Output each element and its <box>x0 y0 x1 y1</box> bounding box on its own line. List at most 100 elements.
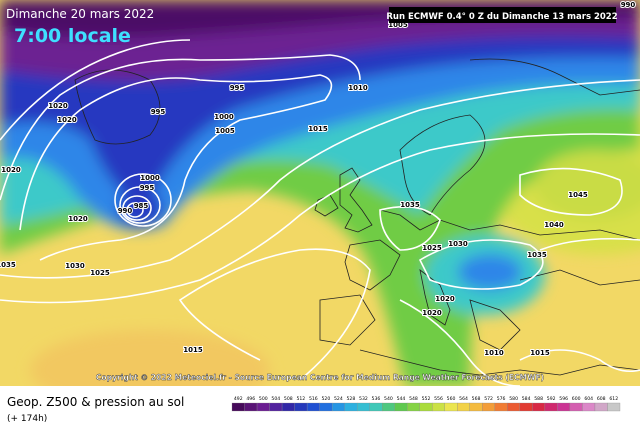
legend-swatch <box>507 402 521 412</box>
field: 990 1005 1020 1020 995 995 1010 1000 1005 1015 102… <box>0 0 640 386</box>
legend-label: 592 <box>547 396 556 402</box>
legend-label: 528 <box>347 396 356 402</box>
isobar-label: 1020 <box>48 102 68 110</box>
legend-swatch <box>519 402 533 412</box>
run-info: Run ECMWF 0.4° 0 Z du Dimanche 13 mars 2… <box>386 12 617 22</box>
legend-swatch <box>482 402 495 412</box>
legend-swatch <box>432 402 445 412</box>
legend-label: 540 <box>384 396 393 402</box>
isobar-label: 1005 <box>388 21 408 29</box>
legend-label: 604 <box>584 396 593 402</box>
footer-lead: (+ 174h) <box>7 414 47 424</box>
isobar-label: 1005 <box>215 127 235 135</box>
legend-label: 568 <box>472 396 481 402</box>
legend-label: 572 <box>484 396 493 402</box>
isobar-label: 1015 <box>183 346 203 354</box>
legend-swatch <box>319 402 333 412</box>
legend-swatch <box>294 402 308 412</box>
isobar-label: 1040 <box>544 221 564 229</box>
legend-swatch <box>532 402 546 412</box>
legend-label: 556 <box>434 396 443 402</box>
legend-swatch <box>419 402 433 412</box>
isobar-label: 1025 <box>90 269 110 277</box>
isobar-label: 990 <box>621 1 636 9</box>
legend-swatch <box>281 402 295 412</box>
isobar-label: 995 <box>140 184 155 192</box>
legend-label: 544 <box>397 396 406 402</box>
legend-swatch <box>407 402 420 412</box>
legend-label: 600 <box>572 396 581 402</box>
isobars <box>0 39 640 386</box>
legend-swatch <box>244 402 258 412</box>
legend-label: 596 <box>559 396 568 402</box>
legend-label: 536 <box>372 396 381 402</box>
legend-swatch <box>594 402 608 412</box>
legend-label: 560 <box>447 396 456 402</box>
legend-label: 588 <box>534 396 543 402</box>
legend-swatch <box>331 402 345 412</box>
isobar-label: 1035 <box>527 251 547 259</box>
legend-swatch <box>569 402 583 412</box>
copyright: Copyright © 2022 Meteociel.fr - Source E… <box>96 373 544 382</box>
time: 7:00 locale <box>14 25 131 47</box>
legend-label: 508 <box>284 396 293 402</box>
legend-label: 520 <box>321 396 330 402</box>
isobar-label: 1020 <box>1 166 21 174</box>
legend-swatch <box>469 402 483 412</box>
isobar-label: 1030 <box>448 240 468 248</box>
legend-label: 496 <box>246 396 255 402</box>
isobar-label: 1015 <box>530 349 550 357</box>
run-box <box>389 7 616 23</box>
legend-swatch <box>269 402 283 412</box>
isobar-label: 995 <box>230 84 245 92</box>
coastlines <box>74 58 640 376</box>
isobar-label: 1000 <box>140 174 160 182</box>
legend-label: 512 <box>296 396 305 402</box>
isobar-label: 1010 <box>484 349 504 357</box>
isobar-label: 1015 <box>308 125 328 133</box>
isobar-labels: 990 1005 1020 1020 995 995 1010 1000 1005 1015 102… <box>0 0 636 358</box>
legend-swatch <box>457 402 470 412</box>
legend-swatch <box>344 402 358 412</box>
legend-swatch <box>357 402 370 412</box>
isobar-label: 990 <box>118 207 133 215</box>
legend-label: 580 <box>509 396 518 402</box>
isobar-label: 1045 <box>568 191 588 199</box>
legend-swatch <box>607 402 621 412</box>
isobar-label: 1000 <box>214 113 234 121</box>
isobar-label: 985 <box>134 202 149 210</box>
legend-label: 524 <box>334 396 343 402</box>
legend-label: 532 <box>359 396 368 402</box>
isobar-label: 1035 <box>0 261 16 269</box>
legend-swatch <box>369 402 383 412</box>
footer-title: Geop. Z500 & pression au sol <box>7 395 184 409</box>
legend-label: 516 <box>309 396 318 402</box>
legend-swatch <box>256 402 270 412</box>
isobar-label: 1020 <box>68 215 88 223</box>
legend-label: 548 <box>409 396 418 402</box>
isobar-label: 1020 <box>422 309 442 317</box>
isobar-label: 995 <box>151 108 166 116</box>
legend-swatch <box>306 402 320 412</box>
legend-swatch <box>494 402 508 412</box>
isobar-label: 1030 <box>65 262 85 270</box>
legend-swatch <box>394 402 408 412</box>
isobar-label: 1020 <box>435 295 455 303</box>
isobar-label: 1020 <box>57 116 77 124</box>
legend-swatch <box>582 402 596 412</box>
legend-label: 612 <box>609 396 618 402</box>
legend-label: 584 <box>522 396 531 402</box>
isobar-label: 1035 <box>400 201 420 209</box>
legend: 492 496 500 504 508 512 516 520 524 528 532 536 540 5… <box>231 396 621 412</box>
legend-label: 504 <box>271 396 280 402</box>
legend-label: 500 <box>259 396 268 402</box>
isobar-label: 1025 <box>422 244 442 252</box>
legend-swatch <box>444 402 458 412</box>
legend-label: 608 <box>597 396 606 402</box>
date: Dimanche 20 mars 2022 <box>6 7 154 21</box>
isobar-label: 1010 <box>348 84 368 92</box>
legend-label: 564 <box>459 396 468 402</box>
legend-label: 576 <box>497 396 506 402</box>
